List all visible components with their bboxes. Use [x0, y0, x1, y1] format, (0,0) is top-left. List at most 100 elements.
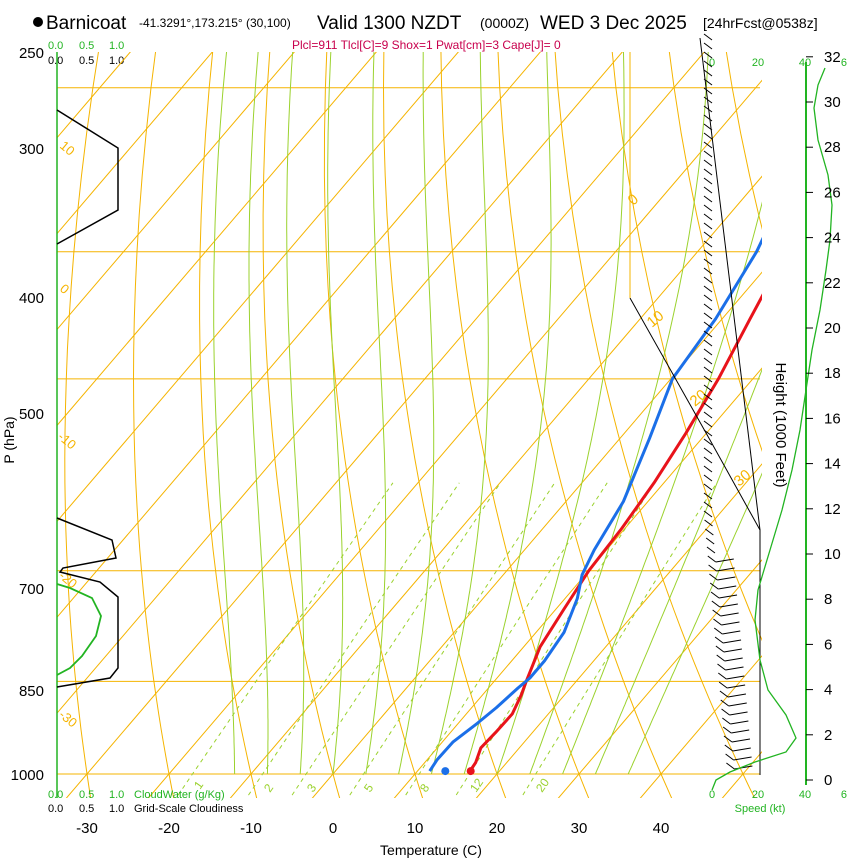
height-tick-28: 28 [824, 139, 841, 156]
wind-barb [703, 276, 713, 284]
isotherm--40 [57, 52, 623, 714]
wind-barb [703, 321, 713, 329]
isotherm-label-0: 0 [625, 191, 642, 209]
wind-barb [706, 546, 716, 554]
wind-barb [703, 60, 713, 68]
dewpoint-line [428, 236, 762, 772]
height-tick-16: 16 [824, 410, 841, 427]
scale-black-1: 0.5 [79, 55, 94, 67]
dry-adiabat--20 [132, 52, 175, 798]
moist-adiabat-0 [327, 52, 344, 775]
wind-barb [703, 78, 713, 86]
isotherm-label-30: 30 [731, 466, 755, 490]
dry-adiabat--30 [64, 52, 99, 798]
isobars [57, 87, 760, 775]
wind-barb [703, 393, 713, 401]
bottom-green-0: 0.0 [48, 789, 63, 801]
wind-barb [703, 294, 713, 302]
wind-barb [703, 438, 713, 446]
dry-adiabat-40 [497, 52, 673, 798]
temp-tick-10: 10 [407, 820, 424, 837]
wind-barb [703, 231, 713, 239]
pressure-tick-250: 250 [19, 45, 44, 62]
height-tick-14: 14 [824, 456, 841, 473]
wind-barb [703, 51, 713, 59]
wind-barb [703, 222, 713, 230]
top-left-scale: 0.0 0.5 1.0 0.0 0.5 1.0 [48, 40, 124, 67]
dry-adiabats [0, 0, 762, 802]
wind-barb [703, 105, 713, 113]
mixing-ratio-8 [403, 482, 608, 798]
isotherm-40 [639, 655, 762, 798]
wind-barb [705, 528, 714, 536]
mixing-ratio-label-8: 8 [417, 781, 432, 795]
temp-tick-30: 30 [571, 820, 588, 837]
wind-barb [703, 339, 713, 347]
wind-barb [705, 537, 715, 545]
temp-tick-40: 40 [653, 820, 670, 837]
wind-barb-flag [731, 738, 751, 743]
isotherm-10 [393, 367, 762, 798]
wind-barb-flag [715, 558, 734, 563]
height-tick-18: 18 [824, 365, 841, 382]
wind-barb [703, 195, 713, 203]
wind-barb [703, 411, 713, 419]
wind-barb [726, 762, 735, 770]
mixing-ratio-label-20: 20 [533, 775, 552, 794]
height-tick-22: 22 [824, 275, 841, 292]
wind-barb-flag [721, 621, 740, 626]
header: Barnicoat -41.3291°,173.215° (30,100) Va… [33, 13, 818, 52]
wind-barb [722, 717, 731, 725]
scale-green-0: 0.0 [48, 40, 63, 52]
wind-barb-flag [729, 711, 748, 716]
mixing-ratio-12 [453, 482, 655, 798]
wind-barb-flag [718, 594, 738, 599]
temp-tick-0: 0 [329, 820, 337, 837]
wind-barb [715, 645, 725, 653]
wind-barb [703, 483, 713, 491]
wind-barb [703, 141, 713, 149]
temperature-line [468, 293, 762, 772]
background-lines [0, 0, 762, 802]
wind-barb [703, 96, 713, 104]
y-axis-label: P (hPa) [1, 416, 17, 463]
wind-barb [703, 168, 713, 176]
wind-envelope [629, 297, 761, 775]
height-tick-20: 20 [824, 320, 841, 337]
wind-barb [714, 636, 724, 644]
wind-barb [703, 213, 713, 221]
isotherm--70 [57, 52, 377, 427]
moist-adiabat--8 [248, 52, 269, 775]
cloudwater-line [56, 583, 102, 676]
wind-barb [703, 204, 713, 212]
wind-speed-profile [711, 67, 833, 791]
wind-barb [704, 519, 713, 527]
wind-barb [721, 708, 730, 716]
bottom-left-scale: 0.0 0.5 1.0 CloudWater (g/Kg) 0.0 0.5 1.… [48, 789, 244, 815]
moist-adiabat-28 [562, 201, 762, 775]
moist-adiabat-16 [463, 52, 552, 775]
wind-barbs [629, 33, 761, 775]
wind-barb [703, 186, 713, 194]
wind-barb [703, 330, 713, 338]
mixing-ratio-lines [175, 482, 718, 798]
moist-adiabat-12 [430, 52, 489, 775]
dry-adiabat-60 [611, 52, 762, 642]
moist-adiabat--12 [213, 52, 236, 774]
wind-barb [703, 114, 713, 122]
dry-adiabat-label-0: 0 [57, 281, 72, 297]
pressure-tick-500: 500 [19, 406, 44, 423]
wind-barb [703, 420, 713, 428]
isotherm--20 [147, 79, 762, 798]
wind-barb-flag [728, 702, 747, 707]
pressure-tick-1000: 1000 [11, 767, 44, 784]
dry-adiabat--40 [0, 0, 55, 802]
wind-scale-bottom-40: 40 [799, 789, 811, 801]
wind-barb [717, 663, 726, 671]
wind-scale-bottom-0: 0 [709, 789, 715, 801]
wind-barb [703, 150, 713, 158]
isotherm--120 [0, 0, 25, 802]
wind-barb-flag [717, 576, 736, 581]
height-tick-30: 30 [824, 94, 841, 111]
